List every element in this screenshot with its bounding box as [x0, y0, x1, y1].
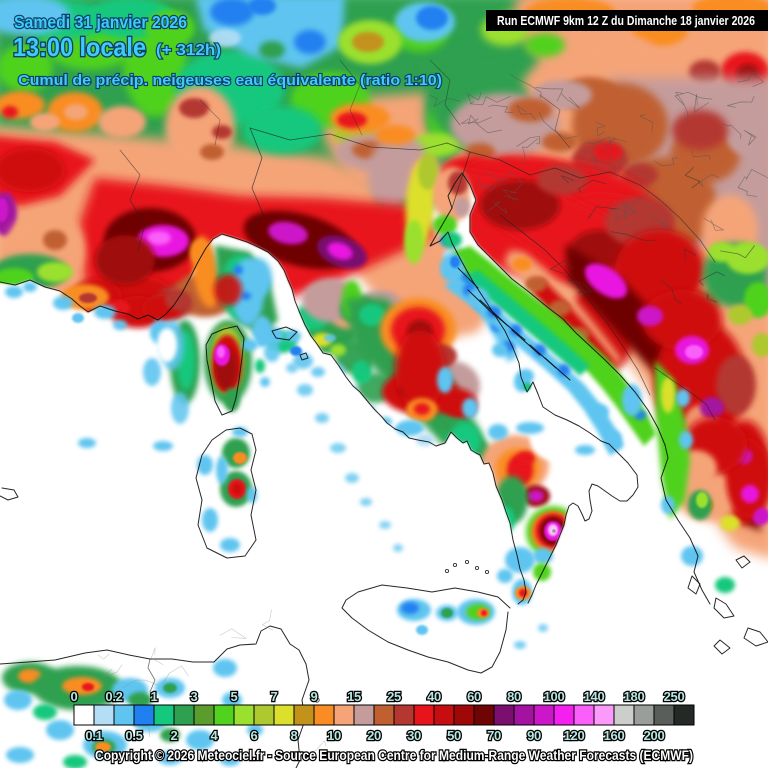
- svg-text:70: 70: [487, 728, 501, 743]
- svg-text:120: 120: [564, 728, 585, 743]
- svg-text:200: 200: [644, 728, 665, 743]
- svg-text:100: 100: [544, 689, 565, 704]
- svg-text:5: 5: [231, 689, 238, 704]
- svg-text:15: 15: [347, 689, 361, 704]
- svg-text:90: 90: [527, 728, 541, 743]
- svg-text:(+ 312h): (+ 312h): [156, 42, 221, 59]
- svg-text:13:00 locale: 13:00 locale: [13, 32, 146, 62]
- svg-text:10: 10: [327, 728, 341, 743]
- svg-text:2: 2: [171, 728, 178, 743]
- svg-text:3: 3: [191, 689, 198, 704]
- svg-text:4: 4: [211, 728, 219, 743]
- svg-text:9: 9: [311, 689, 318, 704]
- svg-text:160: 160: [604, 728, 625, 743]
- svg-text:40: 40: [427, 689, 441, 704]
- svg-text:0.5: 0.5: [125, 728, 142, 743]
- svg-text:6: 6: [251, 728, 258, 743]
- svg-text:250: 250: [664, 689, 685, 704]
- svg-text:20: 20: [367, 728, 381, 743]
- svg-text:Copyright © 2026 Meteociel.fr: Copyright © 2026 Meteociel.fr - Source E…: [95, 748, 693, 763]
- svg-text:80: 80: [507, 689, 521, 704]
- svg-text:140: 140: [584, 689, 605, 704]
- svg-text:0.2: 0.2: [105, 689, 122, 704]
- svg-text:50: 50: [447, 728, 461, 743]
- svg-text:25: 25: [387, 689, 401, 704]
- svg-text:Run ECMWF 9km 12 Z du Dimanche: Run ECMWF 9km 12 Z du Dimanche 18 janvie…: [497, 13, 755, 28]
- svg-text:7: 7: [271, 689, 278, 704]
- svg-text:0.1: 0.1: [85, 728, 102, 743]
- svg-text:Cumul de précip. neigeuses ea: Cumul de précip. neigeuses eau équivalen…: [18, 72, 442, 89]
- svg-text:8: 8: [291, 728, 298, 743]
- svg-text:180: 180: [624, 689, 645, 704]
- svg-text:30: 30: [407, 728, 421, 743]
- svg-text:60: 60: [467, 689, 481, 704]
- svg-text:Samedi 31 janvier 2026: Samedi 31 janvier 2026: [14, 12, 187, 32]
- svg-text:1: 1: [151, 689, 158, 704]
- svg-text:0: 0: [71, 689, 78, 704]
